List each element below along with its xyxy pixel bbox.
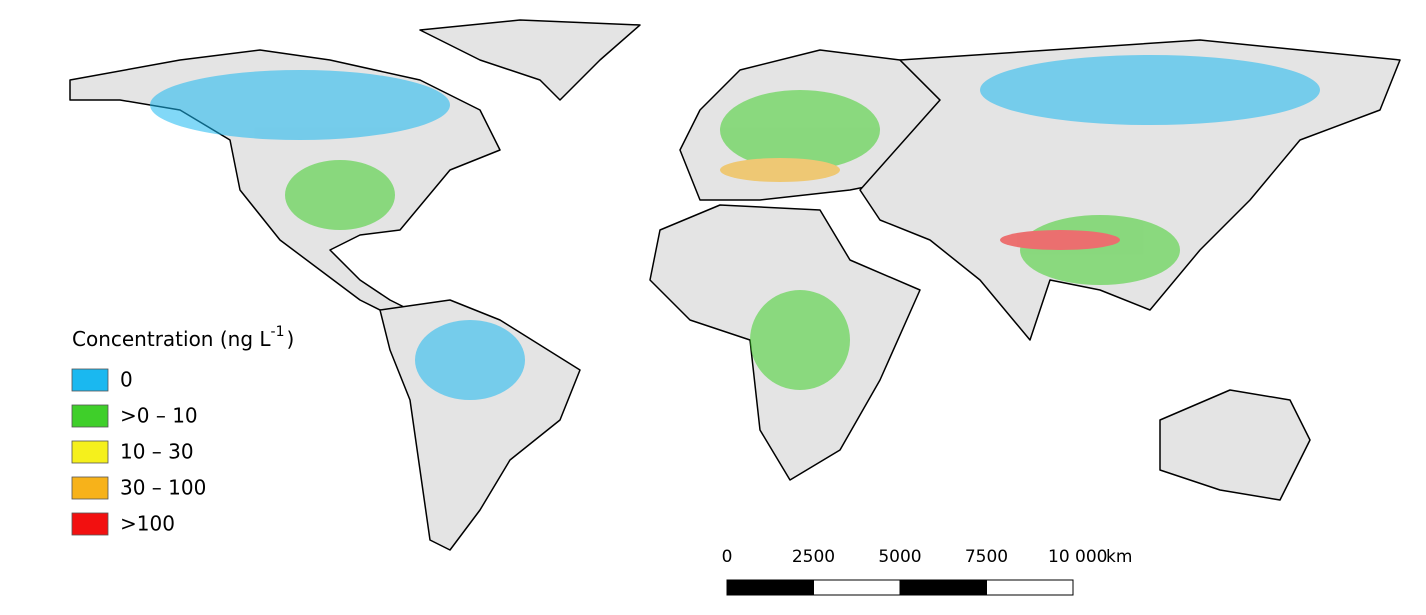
- legend-label: >100: [120, 512, 175, 536]
- australia: [1159, 389, 1311, 501]
- river-patch: [750, 290, 850, 390]
- scale-tick-label: 5000: [878, 547, 921, 567]
- legend: 0 >0 – 10 10 – 30 30 – 100 >100: [71, 368, 206, 536]
- scale-tick-label: 7500: [965, 547, 1008, 567]
- river-patch: [1020, 215, 1180, 285]
- scale-segment: [986, 579, 1074, 596]
- legend-label: 30 – 100: [120, 476, 206, 500]
- legend-swatch: [71, 404, 109, 428]
- scale-unit: km: [1106, 547, 1132, 567]
- scale-tick-label: 0: [722, 547, 733, 567]
- legend-title-suffix: ): [286, 327, 294, 351]
- river-patch: [720, 158, 840, 182]
- legend-swatch: [71, 368, 109, 392]
- greenland: [419, 19, 641, 101]
- river-patch: [150, 70, 450, 140]
- legend-title: Concentration (ng L-1): [72, 324, 294, 351]
- legend-label: 0: [120, 368, 133, 392]
- scale-tick-label: 2500: [792, 547, 835, 567]
- river-patch: [980, 55, 1320, 125]
- legend-swatch: [71, 512, 109, 536]
- legend-swatch: [71, 440, 109, 464]
- river-overlay: [150, 55, 1320, 400]
- river-patch: [285, 160, 395, 230]
- scale-segment: [726, 579, 814, 596]
- legend-label: >0 – 10: [120, 404, 198, 428]
- legend-title-sup: -1: [271, 324, 285, 340]
- river-patch: [720, 90, 880, 170]
- scale-tick-label: 10 000: [1048, 547, 1107, 567]
- legend-title-text: Concentration (ng L: [72, 327, 271, 351]
- river-patch: [415, 320, 525, 400]
- legend-swatch: [71, 476, 109, 500]
- scale-segment: [899, 579, 987, 596]
- river-patch: [1000, 230, 1120, 250]
- legend-label: 10 – 30: [120, 440, 194, 464]
- scale-segment: [813, 579, 901, 596]
